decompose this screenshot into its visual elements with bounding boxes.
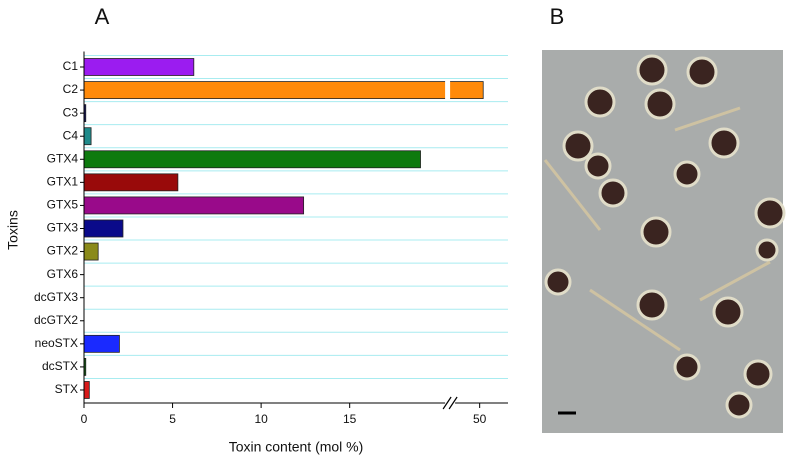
y-tick-label: dcGTX2 [34, 313, 78, 327]
y-tick-label: GTX2 [47, 244, 79, 258]
x-tick-label: 0 [81, 412, 88, 426]
y-tick-label: GTX4 [47, 151, 79, 165]
bar [83, 81, 484, 99]
y-tick-label: dcSTX [42, 359, 78, 373]
x-axis-title: Toxin content (mol %) [229, 439, 364, 455]
bar [83, 334, 120, 353]
bar [83, 196, 305, 215]
panel-label: A [95, 4, 110, 29]
y-tick-label: C1 [63, 59, 79, 73]
x-tick-label: 15 [343, 412, 357, 426]
bar [83, 219, 124, 238]
y-axis-title: Toxins [5, 210, 21, 250]
x-tick-label: 10 [254, 412, 268, 426]
y-tick-label: GTX6 [47, 267, 79, 281]
y-tick-label: GTX3 [47, 221, 79, 235]
y-tick-label: GTX5 [47, 198, 79, 212]
bar [83, 58, 195, 76]
bar [83, 242, 99, 261]
bar [83, 127, 92, 146]
axis-break-gap [445, 80, 451, 101]
y-tick-label: GTX1 [47, 175, 79, 189]
axis-break [448, 396, 458, 410]
x-tick-label: 5 [169, 412, 176, 426]
panel-label: B [550, 4, 565, 29]
y-tick-label: C4 [63, 128, 79, 142]
bar [83, 381, 90, 399]
y-tick-label: dcGTX3 [34, 290, 78, 304]
bar [83, 173, 179, 192]
bar [83, 150, 421, 169]
y-tick-label: C3 [63, 105, 79, 119]
x-tick-label: 50 [473, 412, 487, 426]
axis-break [442, 396, 452, 410]
y-tick-label: STX [55, 382, 78, 396]
micrograph [542, 50, 786, 433]
y-tick-label: neoSTX [35, 336, 78, 350]
y-tick-label: C2 [63, 82, 79, 96]
